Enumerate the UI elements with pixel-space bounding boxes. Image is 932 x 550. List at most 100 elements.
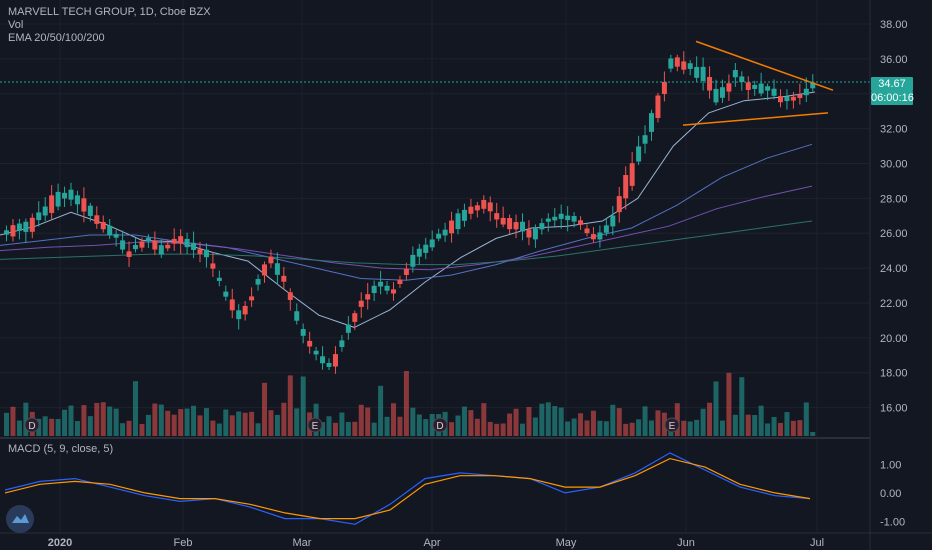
- volume-bar: [178, 409, 184, 436]
- tradingview-logo-icon[interactable]: [6, 505, 34, 533]
- price-tick-label: 28.00: [880, 193, 908, 205]
- volume-bar: [397, 416, 403, 436]
- last-price-tag: 34.67: [871, 77, 913, 91]
- candle-body: [565, 215, 571, 221]
- candle-body: [810, 82, 816, 89]
- candle-body: [371, 285, 377, 294]
- volume-bar: [203, 408, 209, 436]
- volume-bar: [494, 423, 500, 436]
- candle-body: [87, 205, 93, 216]
- candle-body: [558, 213, 564, 219]
- volume-bar: [655, 410, 661, 436]
- candle-body: [403, 268, 409, 275]
- candle-body: [636, 146, 642, 162]
- candle-body: [474, 205, 480, 211]
- candle-body: [481, 199, 487, 209]
- volume-bar: [539, 403, 545, 436]
- volume-legend[interactable]: Vol: [8, 19, 24, 31]
- candle-body: [468, 206, 474, 214]
- volume-bar: [481, 403, 487, 436]
- candle-body: [597, 232, 603, 240]
- volume-bar: [610, 404, 616, 436]
- volume-bar: [784, 412, 790, 436]
- candle-body: [455, 213, 461, 230]
- volume-bar: [423, 419, 429, 436]
- candle-body: [571, 215, 577, 222]
- volume-bar: [810, 432, 816, 436]
- time-axis-labels: 2020 Feb Mar Apr May Jun Jul: [48, 537, 824, 549]
- macd-legend[interactable]: MACD (5, 9, close, 5): [8, 443, 114, 455]
- volume-bar: [345, 421, 351, 436]
- trendline-upper[interactable]: [695, 40, 834, 91]
- time-axis-label: Apr: [423, 537, 440, 549]
- event-marker[interactable]: D: [432, 417, 448, 433]
- volume-bar: [707, 402, 713, 436]
- volume-bar: [739, 377, 745, 436]
- trendlines[interactable]: [682, 40, 834, 126]
- volume-bar: [507, 413, 513, 436]
- candle-body: [616, 196, 622, 213]
- volume-bar: [171, 414, 177, 436]
- candle-body: [526, 229, 532, 238]
- volume-bar: [687, 421, 693, 436]
- candle-body: [397, 279, 403, 285]
- candle-body: [320, 356, 326, 364]
- volume-bar: [719, 420, 725, 436]
- candle-body: [358, 300, 364, 307]
- candle-body: [513, 222, 519, 230]
- candle-body: [107, 225, 113, 236]
- event-marker[interactable]: D: [24, 417, 40, 433]
- candle-body: [655, 95, 661, 118]
- candle-body: [578, 220, 584, 225]
- volume-bar: [242, 412, 248, 436]
- candle-body: [771, 88, 777, 96]
- volume-bar: [197, 415, 203, 436]
- candle-body: [758, 83, 764, 94]
- symbol-legend[interactable]: MARVELL TECH GROUP, 1D, Cboe BZX: [8, 6, 211, 18]
- volume-bar: [255, 423, 261, 436]
- event-marker[interactable]: E: [307, 417, 323, 433]
- volume-bar: [68, 405, 74, 436]
- time-axis-label: Jul: [810, 537, 824, 549]
- volume-bar: [268, 410, 274, 436]
- price-tick-label: 36.00: [880, 54, 908, 66]
- candle-body: [681, 61, 687, 70]
- candle-body: [507, 218, 513, 230]
- candle-body: [436, 233, 442, 239]
- volume-bar: [797, 420, 803, 436]
- event-marker-label: D: [28, 421, 35, 432]
- candle-body: [739, 76, 745, 83]
- candle-body: [487, 202, 493, 212]
- volume-bar: [10, 406, 16, 436]
- volume-bar: [616, 408, 622, 436]
- volume-bar: [429, 414, 435, 436]
- candles: [4, 51, 816, 374]
- ema-legend[interactable]: EMA 20/50/100/200: [8, 32, 105, 44]
- candle-body: [133, 244, 138, 250]
- candle-body: [158, 245, 164, 255]
- volume-bar: [752, 414, 758, 436]
- macd-tick-label: -1.00: [880, 516, 905, 528]
- candle-body: [191, 242, 197, 250]
- volume-bar: [403, 371, 409, 436]
- candle-body: [216, 277, 222, 281]
- volume-bar: [700, 408, 706, 436]
- candle-body: [391, 289, 396, 294]
- event-marker[interactable]: E: [664, 417, 680, 433]
- volume-bar: [461, 406, 467, 436]
- candle-body: [352, 313, 358, 322]
- candle-body: [184, 238, 190, 248]
- volume-bar: [81, 405, 87, 436]
- event-marker-label: E: [669, 421, 676, 432]
- volume-bar: [487, 421, 493, 436]
- trendline-lower[interactable]: [682, 112, 829, 126]
- candle-body: [113, 234, 119, 238]
- volume-bar: [49, 418, 55, 436]
- candle-body: [262, 264, 267, 276]
- candle-body: [552, 216, 558, 221]
- event-marker-label: E: [312, 421, 319, 432]
- candle-body: [300, 329, 306, 336]
- volume-bar: [332, 422, 338, 436]
